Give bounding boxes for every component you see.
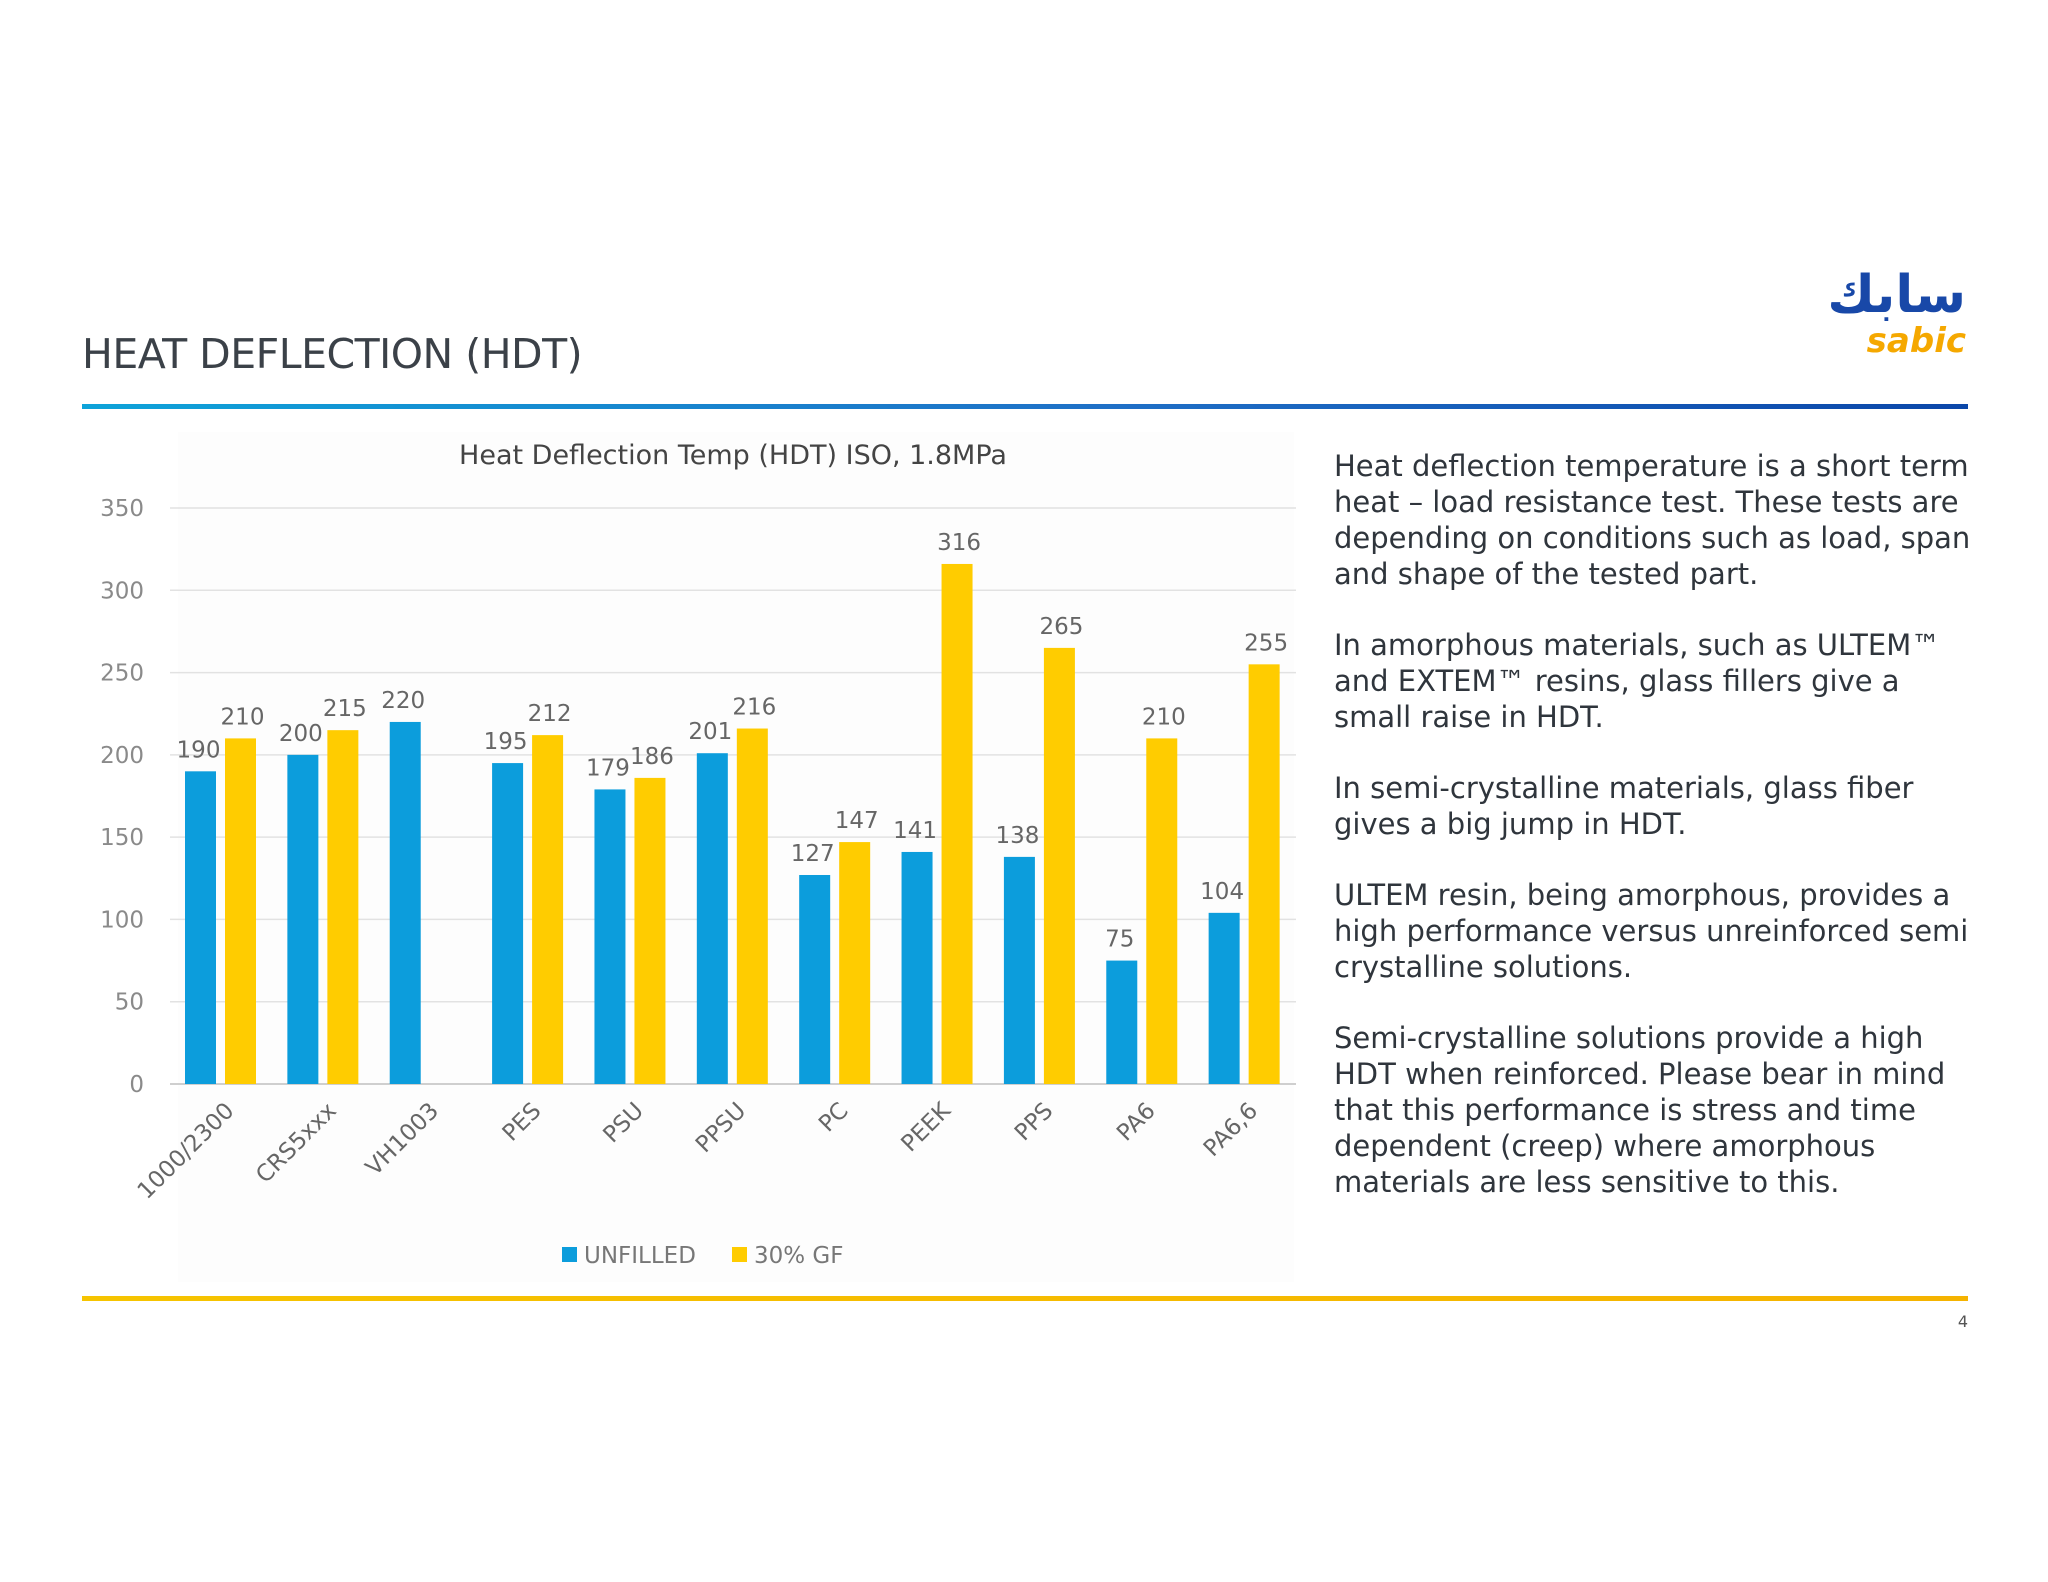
- x-tick-label: PES: [498, 1098, 547, 1147]
- x-tick-label: PA6,6: [1199, 1098, 1263, 1162]
- bar-30pct-gf: [225, 738, 256, 1084]
- bar-30pct-gf: [634, 777, 666, 1084]
- title-divider: [82, 404, 1968, 409]
- bar-30pct-gf: [1248, 664, 1280, 1084]
- bar-unfilled: [594, 789, 626, 1084]
- page-number: 4: [1957, 1312, 1968, 1331]
- x-tick-label: PA6: [1112, 1098, 1161, 1147]
- data-label: 220: [381, 688, 425, 714]
- data-label: 138: [995, 823, 1039, 849]
- bar-30pct-gf: [1043, 647, 1075, 1084]
- y-tick-label: 300: [100, 578, 144, 604]
- data-label: 265: [1039, 614, 1083, 640]
- data-label: 195: [484, 729, 528, 755]
- hdt-bar-chart: Heat Deflection Temp (HDT) ISO, 1.8MPa 0 5…: [100, 440, 1296, 1269]
- bar-unfilled: [185, 771, 216, 1084]
- x-tick-label: VH1003: [361, 1098, 444, 1181]
- sabic-logo: سابك sabic: [1827, 265, 1966, 361]
- bar-unfilled: [1003, 856, 1035, 1084]
- side-paragraph-2: In amorphous materials, such as ULTEM™ a…: [1334, 628, 1941, 734]
- data-label: 210: [221, 704, 265, 730]
- chart-panel: [178, 432, 1294, 1282]
- logo-arabic-text: سابك: [1827, 265, 1966, 325]
- bar-unfilled: [1106, 960, 1138, 1084]
- x-tick-label: PPSU: [691, 1098, 751, 1158]
- y-tick-label: 250: [100, 661, 144, 687]
- bar-30pct-gf: [839, 842, 871, 1084]
- x-tick-label: PPS: [1010, 1098, 1058, 1146]
- y-tick-label: 200: [100, 743, 144, 769]
- y-tick-label: 100: [100, 907, 144, 933]
- bar-unfilled: [696, 753, 728, 1084]
- bar-unfilled: [901, 851, 933, 1084]
- slide-title: HEAT DEFLECTION (HDT): [82, 330, 583, 378]
- bar-30pct-gf: [532, 735, 564, 1084]
- x-tick-label: 1000/2300: [133, 1098, 240, 1205]
- side-text-block: Heat deflection temperature is a short t…: [1334, 448, 1974, 1235]
- data-label: 255: [1244, 630, 1288, 656]
- side-paragraph-4: ULTEM resin, being amorphous, provides a…: [1334, 878, 1969, 984]
- bar-30pct-gf: [941, 563, 973, 1084]
- data-label: 75: [1105, 927, 1134, 953]
- side-paragraph-5: Semi-crystalline solutions provide a hig…: [1334, 1021, 1946, 1199]
- data-label: 190: [177, 737, 221, 763]
- y-tick-label: 150: [100, 825, 144, 851]
- side-paragraph-3: In semi-crystalline materials, glass fib…: [1334, 771, 1914, 841]
- bar-30pct-gf: [736, 728, 768, 1084]
- data-label: 216: [732, 695, 776, 721]
- data-label: 212: [528, 701, 572, 727]
- data-label: 210: [1142, 704, 1186, 730]
- legend-swatch-unfilled: [562, 1247, 577, 1262]
- y-tick-label: 0: [129, 1072, 144, 1098]
- bar-unfilled: [799, 874, 831, 1084]
- bar-unfilled: [1208, 912, 1240, 1084]
- data-label: 316: [937, 530, 981, 556]
- chart-title: Heat Deflection Temp (HDT) ISO, 1.8MPa: [459, 440, 1007, 471]
- bar-unfilled: [492, 763, 524, 1084]
- bar-30pct-gf: [1146, 738, 1178, 1084]
- x-tick-label: PSU: [598, 1098, 648, 1148]
- data-label: 179: [586, 755, 630, 781]
- legend-label: UNFILLED: [584, 1243, 696, 1269]
- legend-label: 30% GF: [754, 1243, 843, 1269]
- x-tick-label: CRS5xxx: [251, 1098, 342, 1189]
- data-label: 141: [893, 818, 937, 844]
- bar-unfilled: [287, 754, 319, 1084]
- footer-divider: [82, 1296, 1968, 1301]
- data-label: 201: [688, 719, 732, 745]
- data-label: 200: [279, 721, 323, 747]
- y-tick-label: 50: [115, 990, 144, 1016]
- data-label: 186: [630, 744, 674, 770]
- data-label: 147: [835, 808, 879, 834]
- data-label: 215: [323, 696, 367, 722]
- data-label: 104: [1200, 879, 1244, 905]
- bar-30pct-gf: [327, 730, 359, 1084]
- legend-swatch-30pct-gf: [732, 1247, 747, 1262]
- data-label: 127: [791, 841, 835, 867]
- side-paragraph-1: Heat deflection temperature is a short t…: [1334, 449, 1971, 591]
- x-tick-label: PC: [814, 1098, 854, 1138]
- logo-latin-text: sabic: [1867, 321, 1966, 361]
- y-tick-label: 350: [100, 496, 144, 522]
- x-tick-label: PEEK: [897, 1097, 957, 1157]
- bar-unfilled: [389, 721, 421, 1084]
